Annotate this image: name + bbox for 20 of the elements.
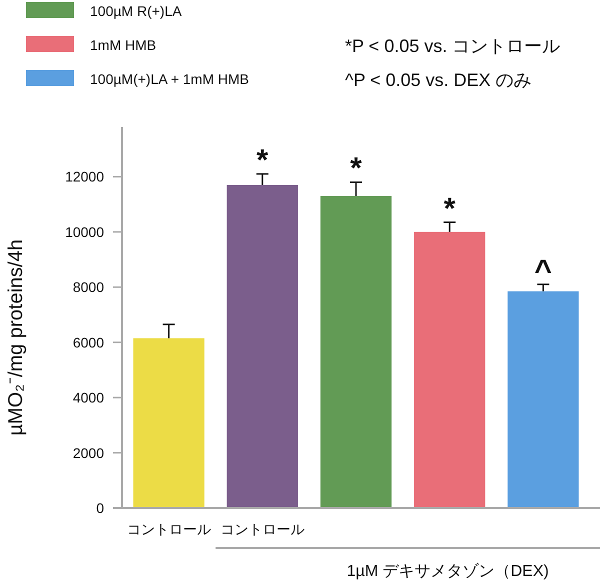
y-tick-label: 0 [96, 500, 104, 516]
text: ^P < 0.05 vs. DEX のみ [345, 70, 532, 90]
data-label: * [256, 144, 269, 177]
data-label: * [444, 192, 456, 226]
data-label: ^ [534, 254, 552, 288]
y-tick-label: 6000 [72, 334, 104, 350]
x-tick-label: コントロール [220, 521, 304, 537]
legend-label: 100µM R(+)LA [90, 3, 182, 19]
x-axis-title: 1µM デキサメタゾン（DEX) [346, 562, 549, 580]
y-tick-label: 4000 [72, 390, 104, 406]
legend-label: 100µM(+)LA + 1mM HMB [90, 71, 250, 87]
y-axis-title: µMO₂⁻/mg proteins/4h [5, 239, 27, 436]
y-tick-label: 10000 [65, 224, 104, 240]
x-tick-label: コントロール [126, 521, 211, 537]
legend-label: 1mM HMB [90, 37, 156, 53]
y-tick-label: 12000 [65, 168, 104, 185]
text: *P < 0.05 vs. コントロール [345, 36, 560, 56]
data-label: * [350, 152, 362, 186]
y-tick-label: 8000 [72, 279, 104, 296]
y-tick-label: 2000 [72, 444, 104, 461]
